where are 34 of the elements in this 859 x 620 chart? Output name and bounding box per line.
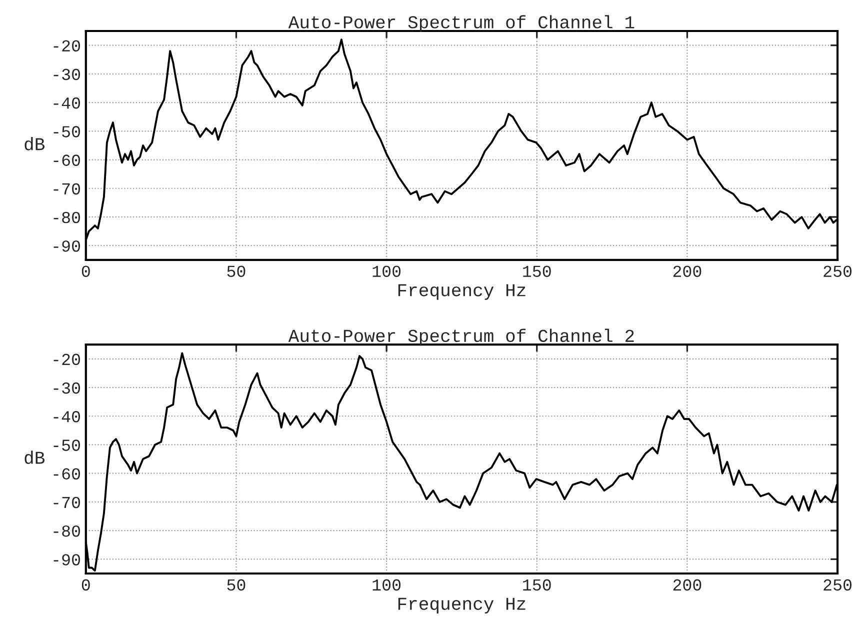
y-tick-label: -40 bbox=[54, 411, 80, 422]
y-tick-label: -60 bbox=[54, 154, 80, 166]
y-tick-label: -50 bbox=[54, 440, 80, 451]
y-tick-label: -50 bbox=[54, 126, 80, 138]
y-tick-label: -40 bbox=[54, 97, 80, 109]
y-tick-label: -70 bbox=[54, 496, 80, 508]
chart-title: Auto-Power Spectrum of Channel 1 bbox=[288, 15, 634, 32]
y-tick-label: -90 bbox=[54, 554, 80, 566]
x-tick-label: 100 bbox=[372, 266, 401, 278]
y-tick-label: -60 bbox=[54, 468, 80, 480]
y-tick-label: -90 bbox=[54, 240, 80, 252]
y-axis-title: dB bbox=[24, 137, 45, 150]
x-tick-label: 150 bbox=[523, 579, 551, 591]
x-tick-label: 0 bbox=[82, 266, 90, 278]
x-tick-label: 50 bbox=[227, 579, 246, 591]
x-axis-title: Frequency Hz bbox=[398, 284, 526, 300]
x-tick-label: 150 bbox=[523, 266, 551, 278]
x-axis-title: Frequency Hz bbox=[398, 598, 526, 614]
x-tick-label: 0 bbox=[82, 579, 90, 591]
x-tick-label: 250 bbox=[824, 266, 852, 278]
x-tick-label: 200 bbox=[673, 579, 702, 591]
y-tick-label: -80 bbox=[54, 525, 80, 537]
y-tick-label: -20 bbox=[54, 354, 80, 366]
x-tick-label: 50 bbox=[227, 266, 246, 278]
y-tick-label: -30 bbox=[54, 68, 80, 80]
y-tick-label: -70 bbox=[54, 183, 80, 195]
y-axis-title: dB bbox=[24, 450, 45, 464]
x-tick-label: 200 bbox=[673, 266, 702, 278]
y-tick-label: -30 bbox=[54, 382, 80, 394]
y-tick-label: -20 bbox=[54, 40, 80, 52]
x-tick-label: 100 bbox=[372, 579, 401, 591]
y-tick-label: -80 bbox=[54, 212, 80, 224]
chart-title: Auto-Power Spectrum of Channel 2 bbox=[288, 328, 634, 346]
x-tick-label: 250 bbox=[824, 579, 852, 591]
